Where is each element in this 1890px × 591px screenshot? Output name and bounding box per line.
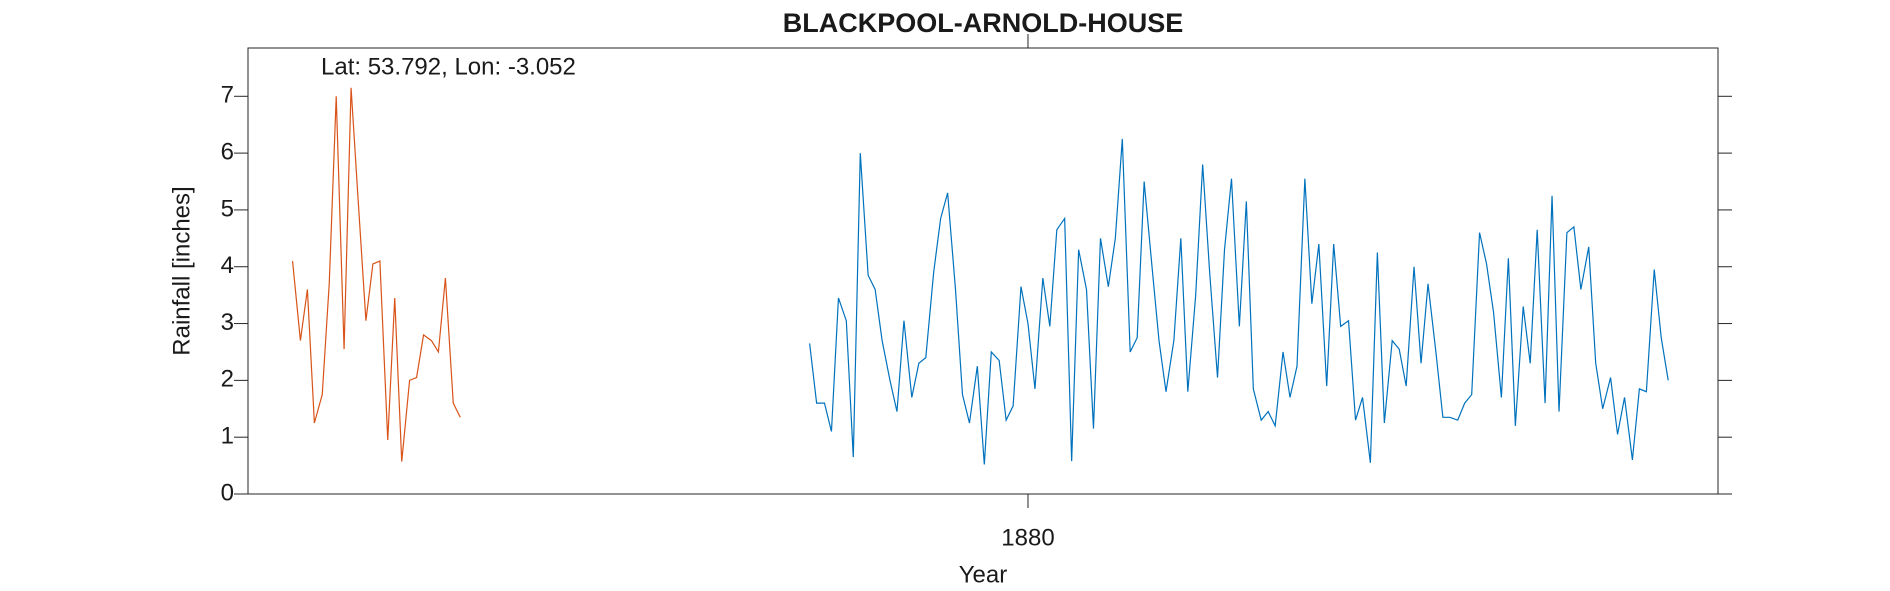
y-tick-label: 5 — [221, 195, 234, 222]
chart-title: BLACKPOOL-ARNOLD-HOUSE — [783, 8, 1183, 38]
y-tick-label: 0 — [221, 479, 234, 506]
y-tick-label: 1 — [221, 423, 234, 450]
data-line — [291, 87, 461, 462]
plot-area — [247, 47, 1719, 495]
x-axis-label: Year — [959, 561, 1008, 588]
y-tick-label: 7 — [221, 82, 234, 109]
y-tick-label: 3 — [221, 309, 234, 336]
y-tick-label: 2 — [221, 366, 234, 393]
y-axis-label: Rainfall [inches] — [168, 186, 195, 355]
y-tick-label: 4 — [221, 252, 234, 279]
annotation: Lat: 53.792, Lon: -3.052 — [321, 53, 576, 80]
x-tick-label: 1880 — [1001, 524, 1054, 551]
data-line — [809, 138, 1669, 465]
y-tick-label: 6 — [221, 138, 234, 165]
